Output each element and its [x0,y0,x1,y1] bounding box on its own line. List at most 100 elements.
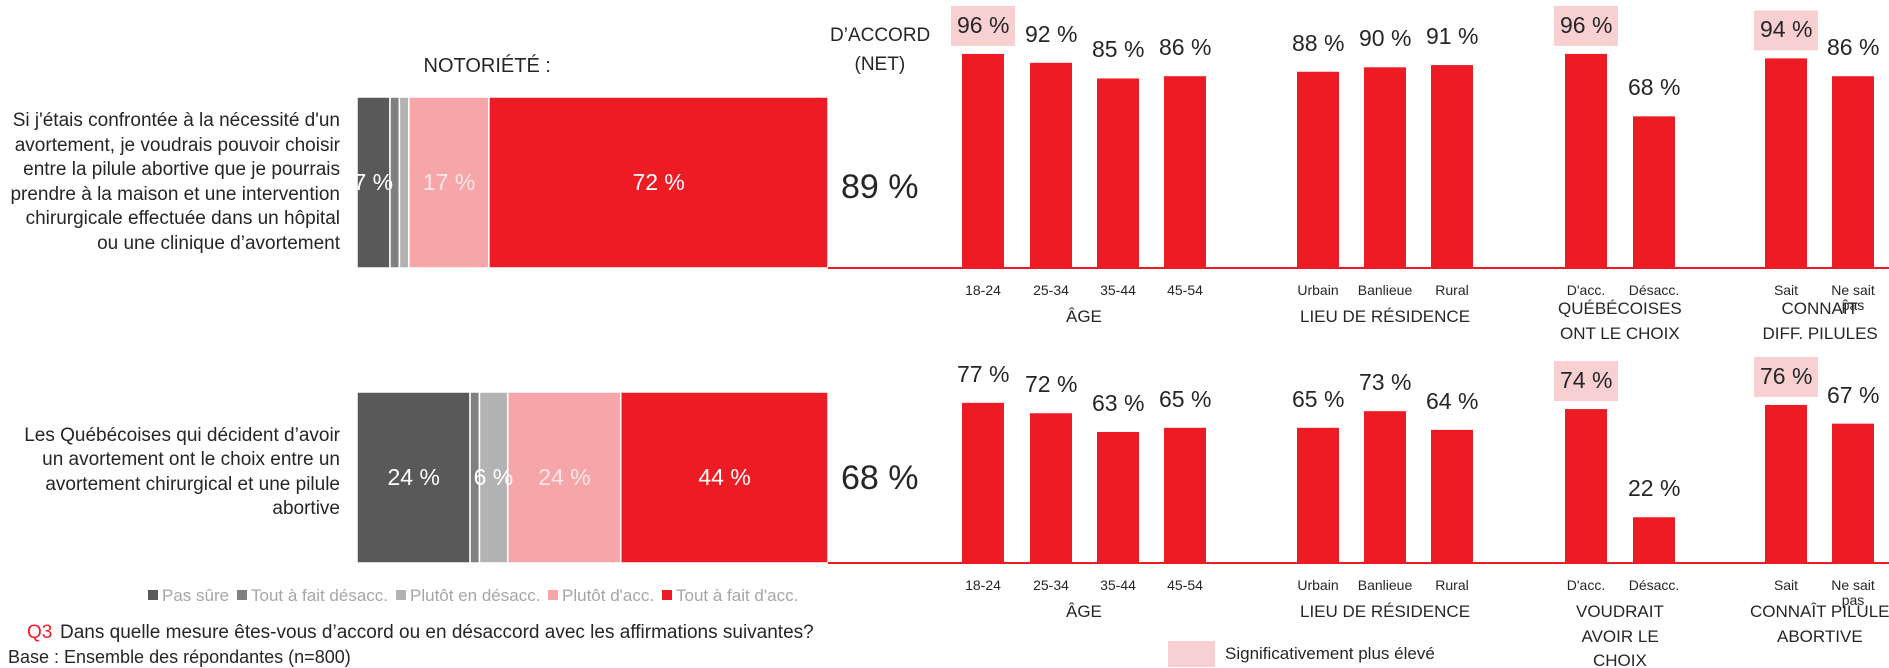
value-label: 22 % [1628,475,1681,502]
group-title: CHOIX [1593,651,1647,668]
bar [1832,76,1874,268]
value-label: 76 % [1760,362,1813,389]
group-title: QUÉBÉCOISES [1558,299,1682,318]
bar [1765,58,1807,268]
value-label: 91 % [1426,23,1479,50]
bar-segment [398,96,410,269]
x-tick-label: Ne sait pas [1831,577,1875,608]
bar [962,53,1004,268]
x-tick-label: 25-34 [1033,577,1069,593]
segment-label: 72 % [632,168,685,195]
subtitle: NOTORIÉTÉ : [423,55,551,77]
bar [1030,62,1072,269]
x-tick-label: Banlieue [1357,577,1413,593]
x-tick-label: Désacc. [1628,282,1680,298]
group-title: ONT LE CHOIX [1560,323,1680,343]
group-title: CONNAÎT PILULE [1750,602,1889,621]
x-tick-label: 45-54 [1167,282,1203,298]
statement: Si j'étais confrontée à la nécessité d'u… [10,110,340,254]
x-tick-label: 18-24 [965,282,1001,298]
legend-swatch [237,590,247,600]
bar-segment [356,391,471,564]
group-title: CONNAÎT [1781,299,1859,318]
highlight [1554,361,1618,402]
bar [1297,71,1339,268]
bar [1097,431,1139,563]
highlight [1754,10,1818,51]
bar [1431,429,1473,563]
bar [1164,427,1206,563]
value-label: 63 % [1092,389,1145,416]
x-tick-label: Ne sait pas [1831,282,1875,313]
legend-swatch [396,590,406,600]
legend-swatch [548,590,558,600]
bar [1364,411,1406,563]
x-tick-label: Banlieue [1357,282,1413,298]
value-label: 92 % [1025,20,1078,47]
value-label: 73 % [1359,369,1412,396]
highlight [1554,5,1618,46]
bar-segment [506,391,622,564]
x-tick-label: D'acc. [1566,577,1606,593]
base-note: Base : Ensemble des répondantes (n=800) [8,647,351,667]
legend-label: Tout à fait désacc. [251,586,389,605]
value-label: 90 % [1359,25,1412,52]
legend-label: Plutôt en désacc. [410,586,541,605]
bar [1164,76,1206,268]
value-label: 68 % [1628,74,1681,101]
value-label: 72 % [1025,371,1078,398]
group-title: LIEU DE RÉSIDENCE [1300,307,1471,326]
value-label: 96 % [957,11,1010,38]
legend-label: Tout à fait d'acc. [676,586,799,605]
net-header: (NET) [854,53,906,75]
value-label: 96 % [1560,11,1613,38]
legend-label: Plutôt d'acc. [562,586,655,605]
bar-segment [488,96,829,269]
bar [1431,65,1473,268]
value-label: 94 % [1760,16,1813,43]
segment-label: 17 % [422,168,476,195]
x-tick-label: Désacc. [1628,577,1680,593]
question-text: Dans quelle mesure êtes-vous d’accord ou… [60,621,814,643]
value-label: 86 % [1159,34,1212,61]
bar [1565,53,1607,268]
net-value: 68 % [841,459,919,497]
statement: Les Québécoises qui décident d’avoir un … [24,424,340,520]
bar-segment [478,391,509,564]
legend-label: Pas sûre [162,586,230,605]
value-label: 77 % [957,360,1010,387]
value-label: 88 % [1292,29,1345,56]
bar [1030,413,1072,563]
x-tick-label: D'acc. [1566,282,1606,298]
legend-swatch [662,590,672,600]
segment-label: 44 % [698,463,751,490]
segment-label: 24 % [387,463,440,490]
legend-swatch [148,590,158,600]
value-label: 86 % [1827,34,1880,61]
value-label: 74 % [1560,367,1613,394]
value-label: 85 % [1092,36,1145,63]
net-header: D’ACCORD [830,24,931,46]
bar [1633,116,1675,268]
bar [1633,517,1675,563]
x-tick-label: Urbain [1297,282,1339,298]
bar [1364,67,1406,268]
value-label: 67 % [1827,381,1880,408]
net-value: 89 % [841,168,919,206]
value-label: 65 % [1292,385,1345,412]
bar-segment [356,96,391,269]
bar [962,402,1004,563]
segment-label: 24 % [538,463,591,490]
group-title: ABORTIVE [1777,626,1863,646]
group-title: AVOIR LE [1581,626,1659,646]
x-tick-label: 25-34 [1033,282,1069,298]
bar-segment [620,391,829,564]
group-title: LIEU DE RÉSIDENCE [1300,602,1471,621]
bar [1832,423,1874,563]
x-tick-label: 45-54 [1167,577,1203,593]
bar [1097,78,1139,268]
value-label: 64 % [1426,387,1479,414]
x-tick-label: 35-44 [1100,577,1136,593]
